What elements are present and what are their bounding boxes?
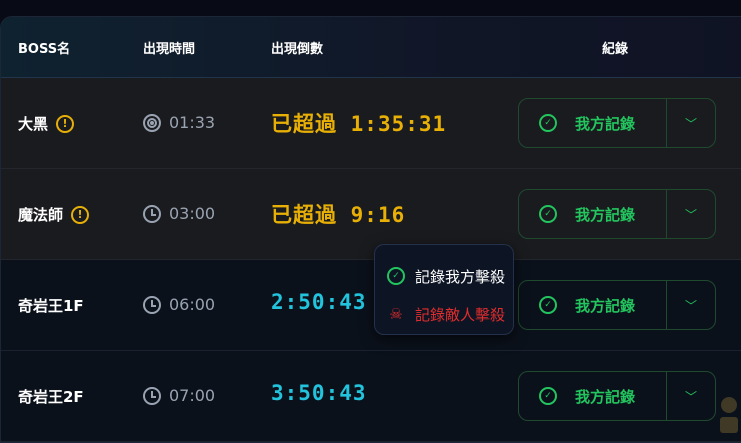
record-split-button: ✓ 我方記錄 ﹀ — [518, 189, 716, 239]
spawn-time-text: 01:33 — [169, 113, 216, 132]
overdue-label: 已超過 — [271, 112, 337, 136]
countdown: 2:50:43 — [271, 290, 367, 314]
check-circle-icon: ✓ — [539, 387, 557, 405]
boss-name: 魔法師! — [18, 204, 90, 225]
boss-name-text: 大黑 — [18, 115, 49, 133]
record-split-button: ✓ 我方記錄 ﹀ — [518, 280, 716, 330]
overdue-label: 已超過 — [271, 203, 337, 227]
check-circle-icon: ✓ — [539, 205, 557, 223]
spawn-time-text: 07:00 — [169, 386, 216, 405]
record-label: 我方記錄 — [575, 296, 636, 315]
table-row: 魔法師! 03:00 已超過 9:16 ✓ 我方記錄 ﹀ — [1, 169, 741, 260]
countdown-value: 9:16 — [350, 203, 406, 227]
table-header: BOSS名 出現時間 出現倒數 紀錄 — [1, 17, 741, 78]
menu-item-record-our-kill[interactable]: ✓ 記錄我方擊殺 — [387, 257, 513, 295]
header-name: BOSS名 — [18, 41, 71, 57]
skull-icon: ☠ — [389, 305, 403, 323]
menu-item-label: 記錄敵人擊殺 — [415, 305, 506, 324]
record-dropdown-menu: ✓ 記錄我方擊殺 ☠ 記錄敵人擊殺 — [374, 244, 514, 335]
clock-icon — [143, 295, 161, 314]
record-our-button[interactable]: ✓ 我方記錄 — [519, 281, 666, 329]
spawn-time: 06:00 — [143, 295, 215, 314]
menu-item-label: 記錄我方擊殺 — [415, 267, 506, 286]
boss-name: 奇岩王1F — [18, 295, 84, 316]
boss-name-text: 奇岩王2F — [18, 388, 84, 406]
chevron-down-icon[interactable]: ﹀ — [666, 99, 715, 147]
table-row: 奇岩王2F 07:00 3:50:43 ✓ 我方記錄 ﹀ — [1, 351, 741, 442]
chevron-down-icon[interactable]: ﹀ — [666, 190, 715, 238]
boss-table: BOSS名 出現時間 出現倒數 紀錄 大黑! 01:33 已超過 1:35:31… — [0, 16, 741, 443]
record-label: 我方記錄 — [575, 387, 636, 406]
header-record: 紀錄 — [602, 41, 629, 57]
record-label: 我方記錄 — [575, 205, 636, 224]
check-circle-icon: ✓ — [539, 114, 557, 132]
boss-name-text: 奇岩王1F — [18, 297, 84, 315]
table-row: 奇岩王1F 06:00 2:50:43 ✓ 我方記錄 ﹀ — [1, 260, 741, 351]
spawn-time: 07:00 — [143, 386, 215, 405]
menu-item-record-enemy-kill[interactable]: ☠ 記錄敵人擊殺 — [387, 295, 513, 333]
clock-icon — [143, 204, 161, 223]
header-countdown: 出現倒數 — [271, 41, 324, 57]
spawn-time-text: 06:00 — [169, 295, 216, 314]
spawn-time: 01:33 — [143, 113, 215, 132]
record-label: 我方記錄 — [575, 114, 636, 133]
clock-icon — [143, 386, 161, 405]
boss-name: 奇岩王2F — [18, 386, 84, 407]
watermark-logo — [720, 397, 738, 433]
record-our-button[interactable]: ✓ 我方記錄 — [519, 372, 666, 420]
table-row: 大黑! 01:33 已超過 1:35:31 ✓ 我方記錄 ﹀ — [1, 78, 741, 169]
table-body: 大黑! 01:33 已超過 1:35:31 ✓ 我方記錄 ﹀ 魔法師! 03:00… — [1, 78, 741, 442]
record-split-button: ✓ 我方記錄 ﹀ — [518, 371, 716, 421]
countdown-value: 2:50:43 — [271, 290, 367, 314]
boss-name: 大黑! — [18, 113, 75, 134]
countdown-value: 1:35:31 — [350, 112, 447, 136]
boss-name-text: 魔法師 — [18, 206, 64, 224]
record-our-button[interactable]: ✓ 我方記錄 — [519, 190, 666, 238]
warning-icon: ! — [56, 114, 75, 133]
chevron-down-icon[interactable]: ﹀ — [666, 372, 715, 420]
countdown: 已超過 9:16 — [271, 199, 405, 229]
check-circle-icon: ✓ — [539, 296, 557, 314]
record-split-button: ✓ 我方記錄 ﹀ — [518, 98, 716, 148]
spawn-time-text: 03:00 — [169, 204, 216, 223]
spawn-time: 03:00 — [143, 204, 215, 223]
countdown-value: 3:50:43 — [271, 381, 367, 405]
chevron-down-icon[interactable]: ﹀ — [666, 281, 715, 329]
target-icon — [143, 113, 161, 132]
record-our-button[interactable]: ✓ 我方記錄 — [519, 99, 666, 147]
check-circle-icon: ✓ — [387, 267, 405, 285]
header-spawn-time: 出現時間 — [143, 41, 196, 57]
countdown: 3:50:43 — [271, 381, 367, 405]
warning-icon: ! — [71, 205, 90, 224]
countdown: 已超過 1:35:31 — [271, 108, 446, 138]
